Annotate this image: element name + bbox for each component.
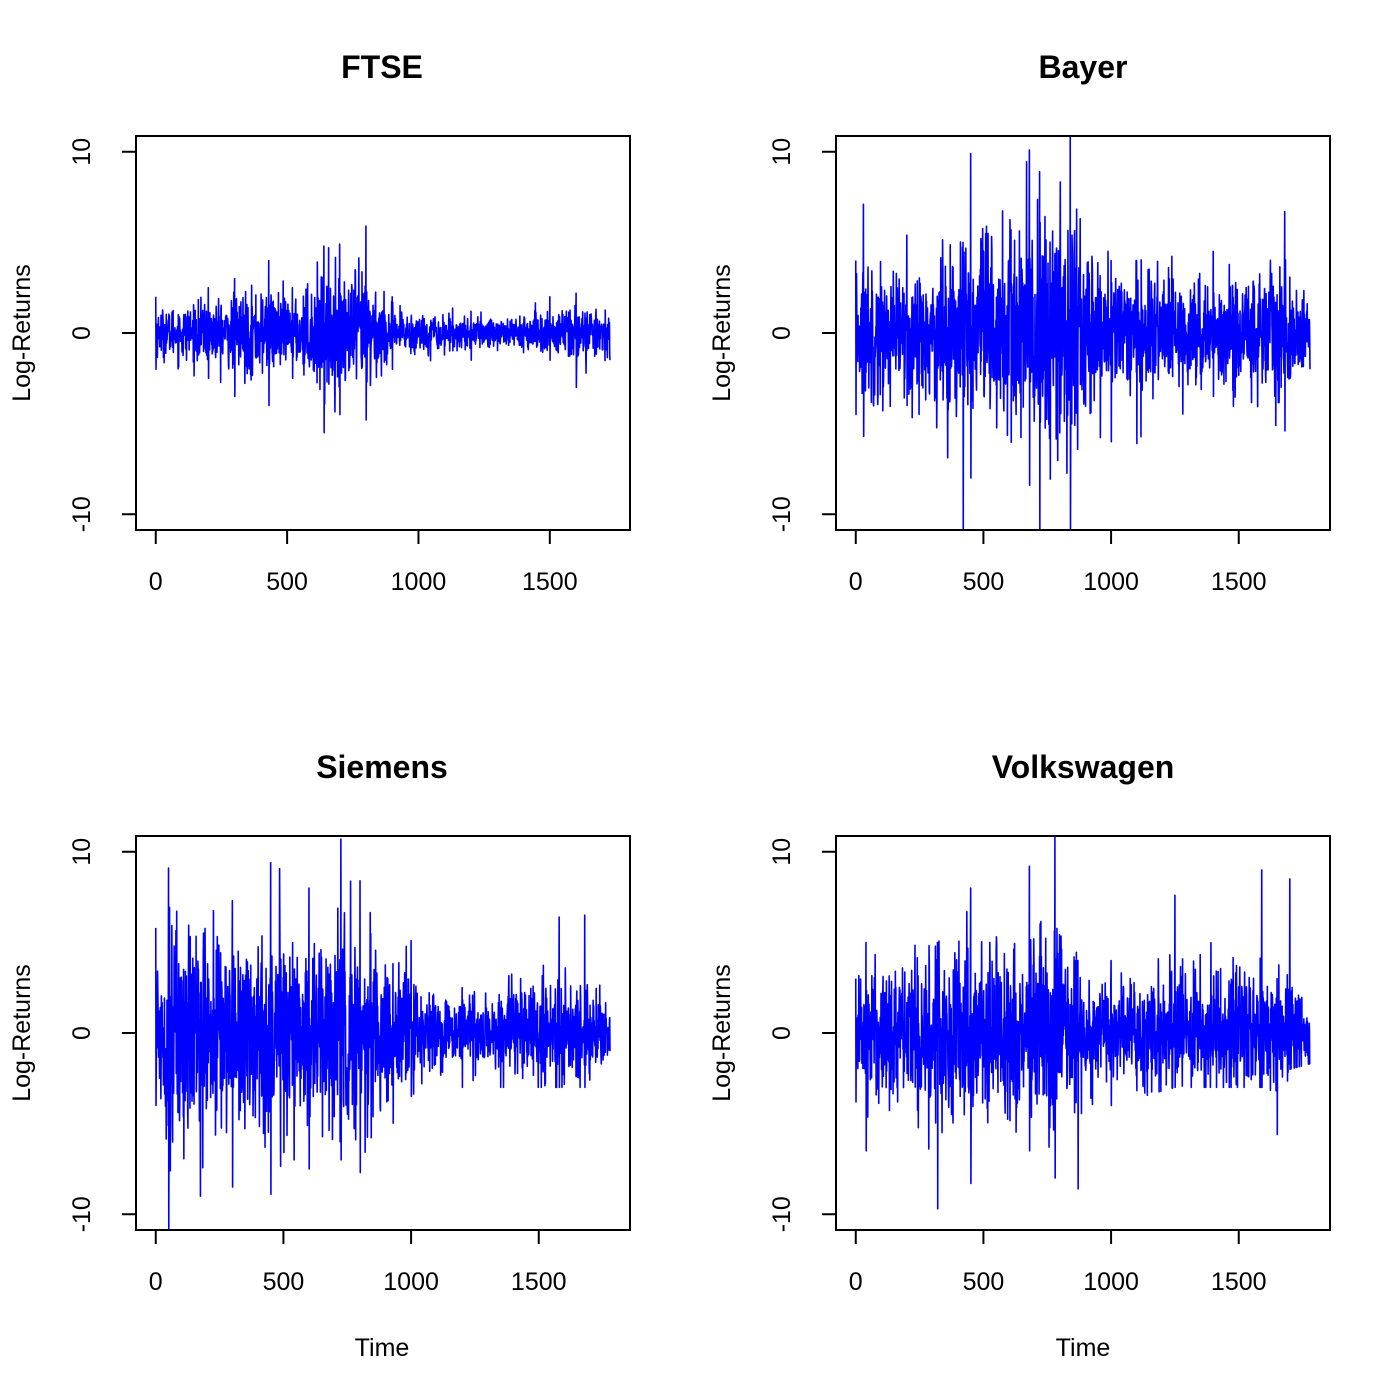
x-tick-label: 0: [849, 568, 863, 596]
x-tick-label: 1500: [1211, 1268, 1267, 1296]
series-line: [854, 836, 1311, 1210]
x-tick-label: 1000: [1083, 1268, 1139, 1296]
x-tick-label: 500: [263, 1268, 305, 1296]
x-axis: 0 500 1000 1500: [149, 1229, 567, 1296]
y-axis: -10 0 10: [768, 138, 837, 532]
x-tick-label: 0: [849, 1268, 863, 1296]
panel-title: Bayer: [1039, 49, 1128, 85]
series-line: [154, 225, 611, 434]
x-tick-label: 1500: [1211, 568, 1267, 596]
y-axis-label: Log-Returns: [708, 964, 736, 1102]
x-tick-label: 0: [149, 1268, 163, 1296]
series-line: [854, 136, 1311, 530]
series-layer: [154, 838, 611, 1230]
x-tick-label: 1500: [522, 568, 578, 596]
x-tick-label: 1000: [391, 568, 447, 596]
y-axis: -10 0 10: [68, 138, 137, 532]
y-axis-label: Log-Returns: [8, 964, 36, 1102]
panel-title: Volkswagen: [992, 749, 1175, 785]
x-tick-label: 1000: [383, 1268, 439, 1296]
series-layer: [854, 136, 1311, 530]
y-tick-label: 0: [68, 1026, 96, 1040]
x-tick-label: 0: [149, 568, 163, 596]
panel-volkswagen: Volkswagen Log-Returns Time 0 500 1000 1…: [708, 749, 1331, 1362]
y-tick-label: 10: [68, 138, 96, 166]
panel-bayer: Bayer Log-Returns 0 500 1000 1500 -10 0 …: [708, 49, 1331, 596]
series-layer: [154, 225, 611, 434]
x-axis: 0 500 1000 1500: [149, 529, 578, 596]
x-tick-label: 500: [266, 568, 308, 596]
x-axis-label: Time: [355, 1334, 410, 1362]
y-tick-label: -10: [768, 1196, 796, 1232]
y-axis-label: Log-Returns: [8, 264, 36, 402]
y-tick-label: 10: [768, 838, 796, 866]
y-tick-label: 10: [68, 838, 96, 866]
y-tick-label: 10: [768, 138, 796, 166]
panel-title: Siemens: [316, 749, 448, 785]
panel-ftse: FTSE Log-Returns 0 500 1000 1500 -10 0 1…: [8, 49, 631, 596]
series-layer: [854, 836, 1311, 1210]
series-line: [154, 838, 611, 1230]
y-tick-label: 0: [768, 1026, 796, 1040]
y-tick-label: -10: [768, 496, 796, 532]
x-tick-label: 1000: [1083, 568, 1139, 596]
x-axis-label: Time: [1056, 1334, 1111, 1362]
x-tick-label: 500: [963, 1268, 1005, 1296]
x-axis: 0 500 1000 1500: [849, 1229, 1267, 1296]
y-axis-label: Log-Returns: [708, 264, 736, 402]
y-tick-label: -10: [68, 496, 96, 532]
x-axis: 0 500 1000 1500: [849, 529, 1267, 596]
y-tick-label: -10: [68, 1196, 96, 1232]
x-tick-label: 500: [963, 568, 1005, 596]
panel-title: FTSE: [341, 49, 423, 85]
y-axis: -10 0 10: [68, 838, 137, 1232]
panel-siemens: Siemens Log-Returns Time 0 500 1000 1500…: [8, 749, 631, 1362]
y-tick-label: 0: [768, 326, 796, 340]
x-tick-label: 1500: [511, 1268, 567, 1296]
y-tick-label: 0: [68, 326, 96, 340]
y-axis: -10 0 10: [768, 838, 837, 1232]
